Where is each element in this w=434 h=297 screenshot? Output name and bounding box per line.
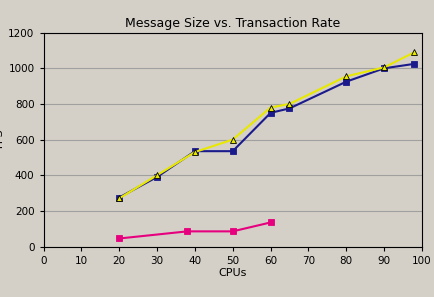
Return Value Only — [230, 138, 235, 141]
Return Value Only — [286, 102, 292, 106]
Return Value Only — [411, 50, 416, 54]
CHAR Data 481 — [116, 196, 122, 199]
CHAR Data 32k — [230, 230, 235, 233]
Y-axis label: TPS: TPS — [0, 129, 6, 150]
CHAR Data 481 — [343, 80, 348, 83]
Line: CHAR Data 32k: CHAR Data 32k — [116, 220, 273, 241]
CHAR Data 481 — [192, 149, 197, 153]
Return Value Only — [116, 197, 122, 200]
CHAR Data 32k — [116, 237, 122, 240]
CHAR Data 481 — [381, 67, 386, 70]
Line: CHAR Data 481: CHAR Data 481 — [116, 61, 416, 200]
CHAR Data 32k — [267, 221, 273, 224]
CHAR Data 481 — [267, 111, 273, 115]
Title: Message Size vs. Transaction Rate: Message Size vs. Transaction Rate — [125, 17, 339, 30]
CHAR Data 481 — [411, 62, 416, 66]
Line: Return Value Only: Return Value Only — [115, 49, 417, 202]
CHAR Data 481 — [230, 149, 235, 153]
Return Value Only — [343, 75, 348, 78]
X-axis label: CPUs: CPUs — [218, 268, 247, 278]
Return Value Only — [267, 106, 273, 109]
CHAR Data 481 — [286, 107, 292, 110]
Return Value Only — [381, 66, 386, 69]
Return Value Only — [154, 173, 159, 177]
CHAR Data 481 — [154, 175, 159, 179]
CHAR Data 32k — [184, 230, 190, 233]
Return Value Only — [192, 150, 197, 154]
